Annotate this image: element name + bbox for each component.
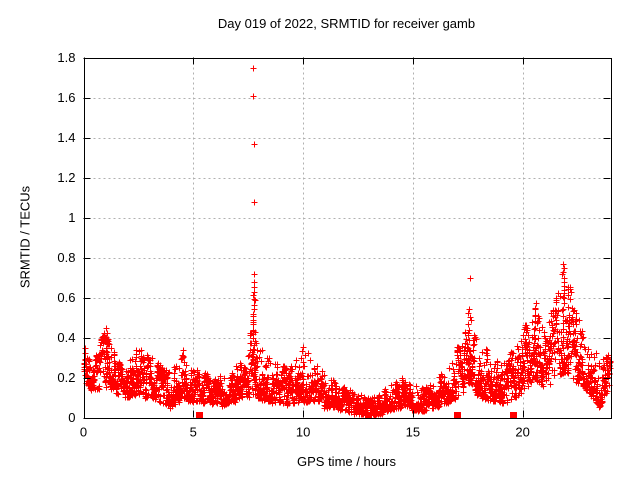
chart-title: Day 019 of 2022, SRMTID for receiver gam…: [217, 16, 476, 31]
x-tick-label: 15: [406, 425, 420, 440]
y-tick-label: 0.2: [57, 370, 75, 385]
y-tick-label: 1.6: [57, 90, 75, 105]
x-axis-label: GPS time / hours: [297, 454, 396, 469]
axis-ticks: [83, 57, 611, 419]
scatter-points: [81, 65, 614, 419]
gridlines: [83, 57, 611, 418]
y-tick-label: 0.8: [57, 250, 75, 265]
y-tick-label: 1: [68, 210, 75, 225]
x-tick-label: 0: [80, 425, 87, 440]
y-tick-label: 1.4: [57, 130, 75, 145]
plot-border: [84, 58, 612, 419]
y-tick-label: 1.8: [57, 50, 75, 65]
tick-labels: 0 5 10 15 20 0 0.2 0.4 0.6 0.8 1 1.2 1.4 1.6 1.8: [57, 50, 529, 440]
flag-markers: [196, 412, 517, 419]
y-tick-label: 0.6: [57, 290, 75, 305]
y-tick-label: 0: [68, 410, 75, 425]
x-tick-label: 5: [190, 425, 197, 440]
y-tick-label: 0.4: [57, 330, 75, 345]
x-tick-label: 20: [515, 425, 529, 440]
y-tick-label: 1.2: [57, 170, 75, 185]
x-tick-label: 10: [296, 425, 310, 440]
